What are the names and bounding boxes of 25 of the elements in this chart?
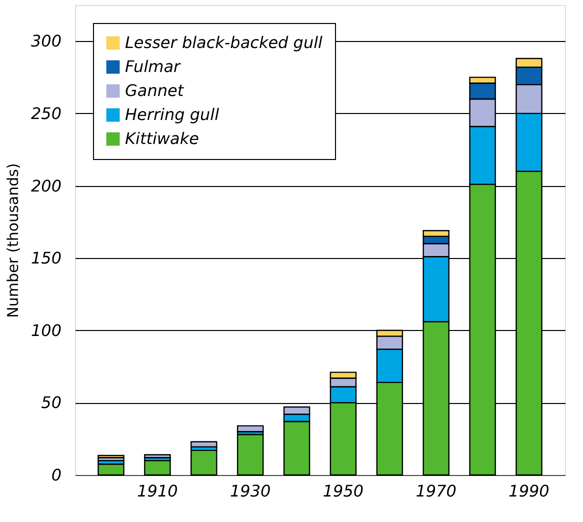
bar bbox=[144, 454, 171, 458]
x-tick-label: 1930 bbox=[230, 482, 271, 500]
y-tick-label: 200 bbox=[30, 176, 62, 196]
y-tick-label: 150 bbox=[30, 248, 62, 268]
bar bbox=[190, 441, 218, 448]
bar bbox=[144, 460, 171, 476]
y-tick-label: 100 bbox=[30, 320, 62, 340]
legend-label: Herring gull bbox=[125, 105, 220, 124]
legend-label: Gannet bbox=[125, 81, 184, 100]
bar bbox=[236, 434, 264, 476]
bar bbox=[236, 425, 264, 432]
y-axis-title: Number (thousands) bbox=[4, 163, 22, 318]
legend-label: Fulmar bbox=[125, 57, 182, 76]
y-tick-label: 0 bbox=[51, 466, 62, 484]
x-tick-label: 1970 bbox=[416, 482, 456, 500]
x-tick-label: 1910 bbox=[137, 482, 178, 500]
x-tick-label: 1950 bbox=[322, 482, 364, 500]
x-tick-label: 1990 bbox=[508, 482, 550, 500]
legend-label: Lesser black-backed gull bbox=[125, 33, 324, 52]
bar bbox=[190, 450, 218, 476]
y-tick-label: 250 bbox=[30, 104, 62, 123]
legend-label: Kittiwake bbox=[125, 129, 200, 148]
y-tick-label: 50 bbox=[41, 393, 62, 412]
bar bbox=[98, 454, 124, 458]
y-tick-label: 300 bbox=[30, 32, 62, 51]
